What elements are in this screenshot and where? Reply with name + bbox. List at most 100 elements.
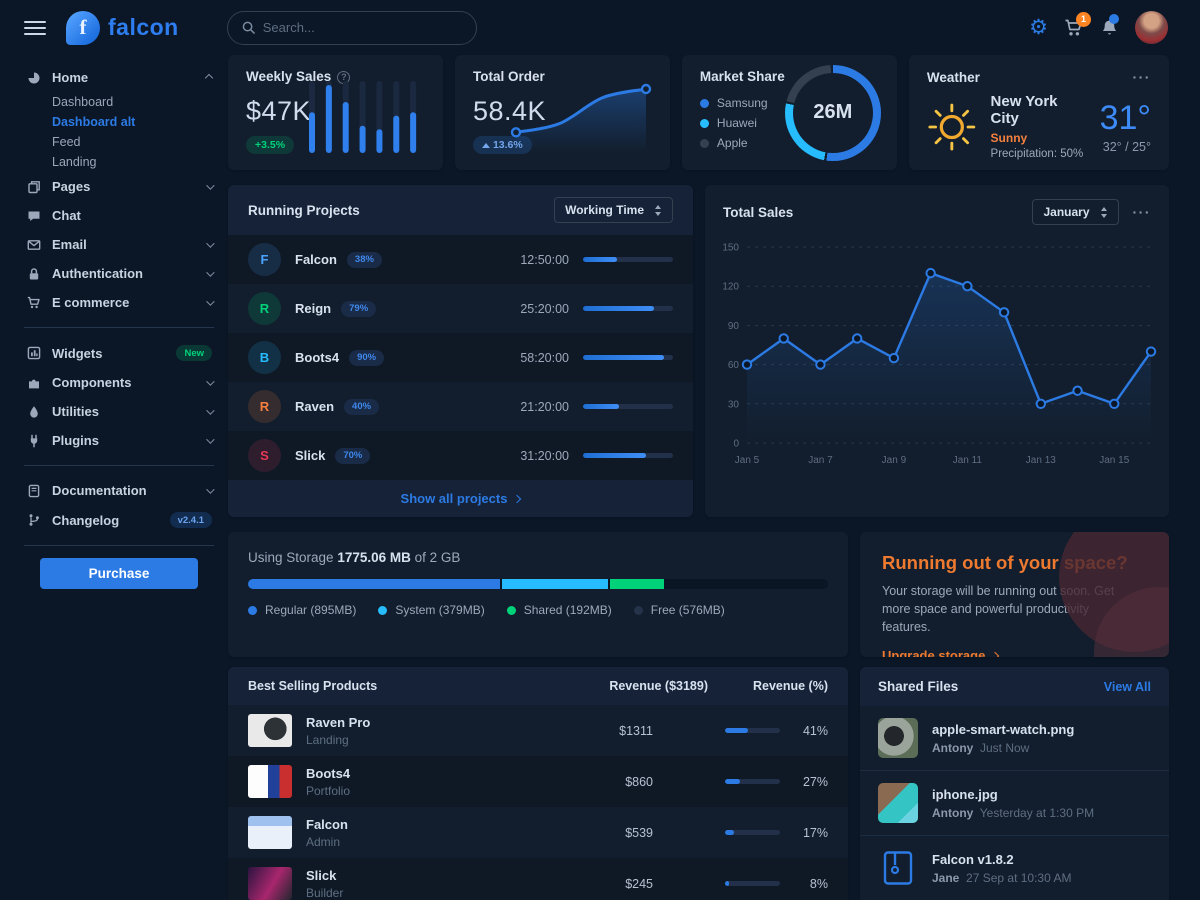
utilities-icon <box>26 405 42 419</box>
storage-progress-bar <box>248 579 828 589</box>
sidebar-item-pages[interactable]: Pages <box>24 172 215 201</box>
storage-legend-item: System (379MB) <box>378 603 485 617</box>
working-time-select[interactable]: Working Time <box>554 197 673 223</box>
storage-legend-item: Shared (192MB) <box>506 603 612 617</box>
changelog-icon <box>26 513 42 527</box>
notification-dot <box>1109 13 1119 24</box>
total-sales-card: Total Sales January ··· 0 30 60 90 120 150 Jan… <box>705 185 1169 517</box>
product-percent: 17% <box>802 825 828 840</box>
purchase-button[interactable]: Purchase <box>40 558 198 589</box>
project-progress-bar <box>583 453 673 458</box>
file-name[interactable]: iphone.jpg <box>932 786 998 802</box>
running-projects-title: Running Projects <box>248 202 360 218</box>
svg-text:Jan 7: Jan 7 <box>808 455 833 466</box>
market-share-title: Market Share <box>699 69 785 84</box>
storage-segment <box>666 579 828 589</box>
storage-segment <box>501 579 609 589</box>
show-all-projects-link[interactable]: Show all projects <box>401 491 522 506</box>
svg-text:30: 30 <box>728 399 740 410</box>
sidebar-item-changelog[interactable]: Changelog v2.4.1 <box>24 505 214 535</box>
sidebar-item-utilities[interactable]: Utilities <box>24 397 215 426</box>
product-row-falcon: Falcon Admin $539 17% <box>228 807 848 858</box>
sidebar-item-widgets[interactable]: Widgets New <box>24 338 214 368</box>
file-name[interactable]: Falcon v1.8.2 <box>932 851 1014 867</box>
product-name[interactable]: Falcon <box>306 816 348 832</box>
authentication-icon <box>26 267 42 281</box>
caret-up-icon <box>481 143 490 148</box>
topbar: f falcon ⚙ 1 <box>0 0 1200 55</box>
product-category: Portfolio <box>306 783 351 798</box>
project-avatar: B <box>248 341 281 374</box>
legend-item-apple: Apple <box>699 136 879 150</box>
plugins-icon <box>26 434 42 448</box>
sidebar-item-documentation[interactable]: Documentation <box>24 476 215 505</box>
search-box[interactable] <box>226 10 477 45</box>
project-progress-bar <box>583 306 673 311</box>
sidebar-item-authentication[interactable]: Authentication <box>24 259 215 288</box>
upgrade-storage-link[interactable]: Upgrade storage <box>882 648 1000 657</box>
file-name[interactable]: apple-smart-watch.png <box>932 721 1075 737</box>
project-row-raven: R Raven 40% 21:20:00 <box>228 382 693 431</box>
project-name[interactable]: Slick <box>295 448 326 463</box>
col-revenue-header: Revenue ($3189) <box>609 679 708 693</box>
weather-title: Weather <box>926 69 980 85</box>
weather-temperature: 31° <box>1099 99 1151 137</box>
sidebar-item-feed[interactable]: Feed <box>52 135 81 149</box>
notifications-button[interactable] <box>1100 13 1119 38</box>
chevron-right-icon <box>991 651 1000 657</box>
sidebar-item-plugins[interactable]: Plugins <box>24 426 215 455</box>
user-avatar[interactable] <box>1135 11 1168 44</box>
product-thumbnail <box>248 816 292 849</box>
chevron-down-icon <box>206 238 215 248</box>
sidebar-item-dashboard[interactable]: Dashboard <box>52 95 114 109</box>
svg-text:150: 150 <box>722 243 739 254</box>
storage-legend-item: Regular (895MB) <box>248 603 356 617</box>
month-select[interactable]: January <box>1032 199 1119 225</box>
col-percent-header: Revenue (%) <box>752 679 828 693</box>
sidebar-item-home[interactable]: Home <box>24 63 214 92</box>
project-time: 12:50:00 <box>520 252 569 267</box>
sidebar-item-landing[interactable]: Landing <box>52 155 97 169</box>
file-meta: Antony Just Now <box>932 740 1030 755</box>
file-thumbnail <box>878 783 918 823</box>
total-sales-title: Total Sales <box>723 204 794 220</box>
widgets-icon <box>26 346 42 360</box>
view-all-link[interactable]: View All <box>1103 679 1151 694</box>
product-thumbnail <box>248 714 292 747</box>
project-time: 58:20:00 <box>520 350 569 365</box>
total-sales-line-chart: 0 30 60 90 120 150 Jan 5 Jan 7 Jan 9 Jan 11 Jan 13… <box>705 229 1169 474</box>
svg-text:0: 0 <box>733 439 739 450</box>
project-avatar: F <box>248 243 281 276</box>
file-thumbnail <box>878 718 918 758</box>
select-arrows-icon <box>655 204 661 216</box>
project-name[interactable]: Boots4 <box>295 350 340 365</box>
project-name[interactable]: Reign <box>295 301 332 316</box>
sidebar-item-components[interactable]: Components <box>24 368 215 397</box>
brand-name: falcon <box>108 14 179 40</box>
project-row-slick: S Slick 70% 31:20:00 <box>228 431 693 480</box>
settings-gear-button[interactable]: ⚙ <box>1029 17 1048 38</box>
product-name[interactable]: Boots4 <box>306 765 351 781</box>
storage-segment <box>248 579 500 589</box>
sidebar-item-e-commerce[interactable]: E commerce <box>24 288 215 317</box>
sidebar-item-email[interactable]: Email <box>24 230 215 259</box>
search-input[interactable] <box>262 20 462 35</box>
total-sales-menu-button[interactable]: ··· <box>1132 204 1151 220</box>
sidebar-item-chat[interactable]: Chat <box>24 201 214 230</box>
project-name[interactable]: Raven <box>295 399 335 414</box>
falcon-logo[interactable]: f falcon <box>66 10 179 45</box>
cart-button[interactable]: 1 <box>1064 11 1091 38</box>
hamburger-menu-button[interactable] <box>24 20 46 35</box>
product-name[interactable]: Raven Pro <box>306 714 371 730</box>
weather-menu-button[interactable]: ··· <box>1132 69 1151 85</box>
project-name[interactable]: Falcon <box>295 252 337 267</box>
falcon-logo-icon: f <box>66 10 100 45</box>
weekly-sales-value: $47K <box>246 96 312 126</box>
cart-count-badge: 1 <box>1076 11 1091 27</box>
best-selling-card: Best Selling Products Revenue ($3189) Re… <box>228 667 848 900</box>
product-progress-bar <box>725 728 780 733</box>
chevron-down-icon <box>206 434 215 444</box>
sidebar-item-dashboard-alt[interactable]: Dashboard alt <box>52 115 136 129</box>
product-name[interactable]: Slick <box>306 867 337 883</box>
avatar-image <box>1135 11 1168 44</box>
